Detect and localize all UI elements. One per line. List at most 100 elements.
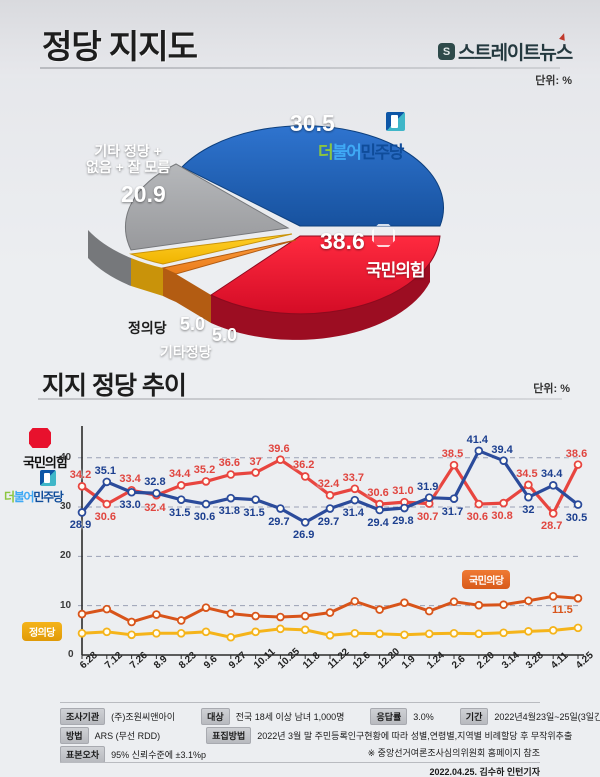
pie-value-dem: 30.5 [290,110,335,136]
series-point [499,628,508,638]
brand-logo: S 스트레이트뉴스 [438,38,573,65]
survey-info-table: 조사기관 (주)조원씨앤아이 대상 전국 18세 이상 남녀 1,000명 응답… [0,700,600,777]
data-point-label: 29.8 [392,515,414,528]
data-point-label: 35.2 [193,464,216,477]
trend-line-chart [77,426,584,659]
series-point [474,629,484,639]
data-point-label: 28.7 [541,520,563,533]
data-point-label: 41.4 [466,433,489,446]
series-point [350,629,360,638]
series-point [176,481,186,490]
series-point [573,460,583,469]
data-point-label: 30.6 [466,511,489,524]
unit-label-trend: 단위: % [533,383,570,395]
series-point [548,481,558,490]
legend-ppp-icon [29,428,51,448]
series-point [424,493,434,502]
data-point-label: 29.4 [367,517,389,529]
legend-dem-label: 더불어민주당 [4,490,64,504]
data-point-label: 36.6 [218,457,241,470]
data-point-label: 32.8 [144,476,166,489]
pie-party-name-ppp: 국민의힘 [366,261,426,280]
y-axis-tick: 0 [68,649,74,660]
series-point [176,629,186,638]
series-point [201,477,211,486]
series-point [276,612,285,622]
series-point [400,503,409,513]
series-point [449,597,459,607]
footer-tag: 조사기관 [60,708,106,725]
series-point [102,604,112,614]
footer-note: ※ 중앙선거여론조사심의위원회 홈페이지 참조 [367,748,540,758]
series-point [325,608,335,617]
legend-kmd-pill: 국민의당 [462,570,511,589]
series-point [251,495,260,504]
data-point-label: 38.5 [441,448,464,461]
brand-name: 스트레이트뉴스 [458,43,573,64]
footer-tag: 기간 [459,708,489,725]
pie-chart: 30.5 38.6 기타 정당 + 없음 + 잘 모름 20.9 정의당 5.0… [0,88,600,360]
footer-row-3: 표본오차 95% 신뢰수준에 ±3.1%p [60,746,206,763]
pie-depth-other [176,274,211,323]
footer-row-1: 조사기관 (주)조원씨앤아이 대상 전국 18세 이상 남녀 1,000명 응답… [60,708,600,725]
series-point [548,592,558,601]
series-point [127,630,136,640]
footer-value: 2022년4월23일~25일(3일간) [494,712,600,722]
series-point [573,593,583,603]
series-point [251,611,260,621]
data-point-label: 29.7 [317,515,340,528]
pie-value-other: 5.0 [212,325,238,345]
data-point-label: 28.9 [69,519,92,532]
data-point-label: 34.4 [169,468,191,481]
data-point-label: 31.7 [441,505,464,518]
footer-credit: 2022.04.25. 김수하 인턴기자 [429,767,540,777]
data-point-label: 34.5 [516,467,538,480]
legend-ppp-label: 국민의힘 [23,455,68,470]
pie-party-name-dem: 더불어민주당 [318,143,404,162]
series-point [474,600,484,610]
series-point [102,627,112,637]
series-point [152,610,161,619]
footer-value: 2022년 3월 말 주민등록인구현황에 따라 성별,연령별,지역별 비례할당 … [257,731,573,741]
footer-row-2: 방법 ARS (무선 RDD) 표집방법 2022년 3월 말 주민등록인구현황… [60,727,572,744]
series-point [102,477,112,487]
series-point [276,504,285,513]
series-point [524,627,533,636]
y-axis-tick: 40 [60,451,72,463]
data-point-label: 39.6 [268,442,290,455]
legend-dem-icon [40,470,56,486]
pie-value-etc: 20.9 [121,181,166,207]
footer-tag: 대상 [201,708,230,725]
series-point [499,456,508,465]
ppp-party-logo-icon [372,224,395,247]
series-point [350,596,360,606]
series-point [77,609,87,619]
page-title: 정당 지지도 [42,28,198,65]
pie-label-etc: 기타 정당 + 없음 + 잘 모름 [86,143,171,176]
unit-label-pie: 단위: % [535,75,572,87]
series-point [350,495,360,505]
data-point-label: 30.7 [417,510,439,523]
series-point [300,611,310,621]
series-point [400,630,409,640]
footer-value: (주)조원씨앤아이 [111,712,176,722]
series-point [375,605,384,614]
data-point-label: 31.0 [392,485,414,498]
series-point [300,625,310,635]
series-point [201,499,211,509]
data-point-label: 29.7 [268,515,290,528]
series-point [176,495,186,504]
data-point-label: 32.4 [317,478,340,491]
series-point [77,508,87,517]
footer-tag: 응답률 [370,708,408,725]
series-point [152,488,161,498]
series-point [251,468,260,477]
series-point [77,482,87,491]
series-point [201,603,211,612]
data-point-label: 30.5 [565,511,588,524]
pie-depth-etc [88,230,131,286]
data-point-label: 37 [249,455,262,468]
pie-value-ppp: 38.6 [320,228,365,254]
data-point-label: 39.4 [491,443,513,456]
